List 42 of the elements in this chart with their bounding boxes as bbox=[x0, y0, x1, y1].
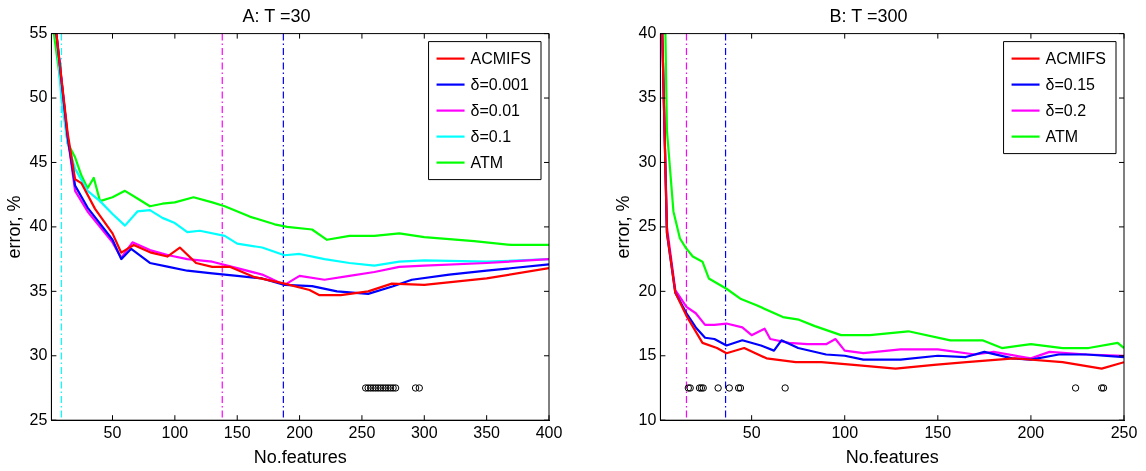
y-tick-label: 25 bbox=[29, 410, 48, 428]
legend-label: ACMIFS bbox=[1045, 50, 1107, 68]
y-tick-label: 25 bbox=[638, 217, 657, 235]
y-tick-label: 55 bbox=[29, 24, 48, 42]
y-tick-label: 30 bbox=[29, 346, 48, 364]
x-axis-title: No.features bbox=[845, 447, 939, 468]
y-tick-label: 10 bbox=[638, 410, 657, 428]
y-tick-label: 40 bbox=[29, 217, 48, 235]
legend-label: δ=0.001 bbox=[470, 76, 529, 94]
y-axis-title: error, % bbox=[3, 195, 24, 259]
x-tick-label: 50 bbox=[742, 424, 761, 442]
y-tick-label: 15 bbox=[638, 346, 657, 364]
y-tick-label: 35 bbox=[638, 88, 657, 106]
y-axis-title: error, % bbox=[612, 195, 633, 259]
x-tick-label: 100 bbox=[831, 424, 859, 442]
x-tick-label: 150 bbox=[223, 424, 251, 442]
chart-title: B: T =300 bbox=[829, 5, 908, 26]
legend-label: ACMIFS bbox=[470, 50, 532, 68]
y-tick-label: 40 bbox=[638, 24, 657, 42]
x-tick-label: 400 bbox=[535, 424, 563, 442]
y-tick-label: 20 bbox=[638, 281, 657, 299]
x-tick-label: 250 bbox=[348, 424, 376, 442]
chart-title: A: T =30 bbox=[242, 5, 311, 26]
x-axis-title: No.features bbox=[253, 447, 347, 468]
x-tick-label: 150 bbox=[924, 424, 952, 442]
x-tick-label: 100 bbox=[161, 424, 189, 442]
legend-label: δ=0.1 bbox=[470, 128, 512, 146]
y-tick-label: 45 bbox=[29, 152, 48, 170]
legend-label: δ=0.01 bbox=[470, 102, 521, 120]
legend-label: δ=0.2 bbox=[1045, 102, 1087, 120]
legend-label: ATM bbox=[1045, 128, 1079, 146]
x-tick-label: 300 bbox=[410, 424, 438, 442]
legend-label: δ=0.15 bbox=[1045, 76, 1096, 94]
x-tick-label: 250 bbox=[1110, 424, 1138, 442]
x-tick-label: 350 bbox=[473, 424, 501, 442]
x-tick-label: 200 bbox=[286, 424, 314, 442]
y-tick-label: 30 bbox=[638, 152, 657, 170]
y-tick-label: 50 bbox=[29, 88, 48, 106]
y-tick-label: 35 bbox=[29, 281, 48, 299]
x-tick-label: 200 bbox=[1017, 424, 1045, 442]
legend-label: ATM bbox=[470, 154, 504, 172]
x-tick-label: 50 bbox=[103, 424, 122, 442]
